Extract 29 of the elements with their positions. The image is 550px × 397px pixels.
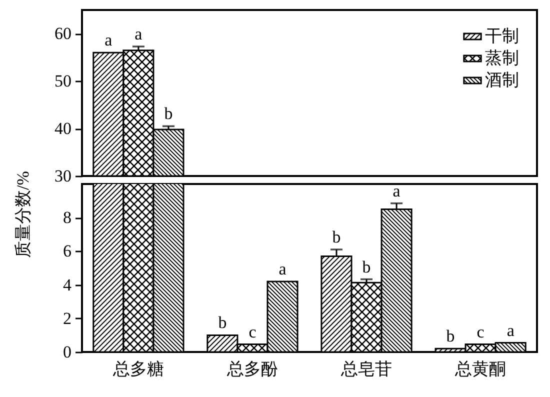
legend-label: 干制: [485, 26, 519, 46]
y-tick-label: 60: [54, 24, 72, 44]
x-tick-label: 总多糖: [112, 360, 164, 378]
y-tick-label: 30: [54, 166, 72, 186]
y-axis-title: 质量分数/%: [14, 171, 32, 258]
y-tick-label: 2: [63, 308, 72, 328]
data-label: b: [362, 257, 371, 276]
data-label: a: [104, 30, 113, 50]
data-label: b: [164, 104, 173, 124]
y-tick-label: 50: [54, 72, 72, 91]
data-label: c: [248, 322, 257, 342]
data-label: c: [476, 322, 485, 342]
legend-label: 酒制: [485, 70, 519, 90]
y-tick-label: 40: [54, 119, 72, 138]
y-tick-label: 6: [63, 242, 72, 261]
data-label: b: [332, 228, 341, 247]
data-label: a: [392, 181, 401, 200]
y-tick-label: 8: [63, 208, 72, 228]
data-label: a: [278, 259, 287, 278]
y-tick-label: 0: [63, 342, 72, 362]
x-tick-label: 总皂苷: [340, 360, 392, 378]
data-label: b: [446, 326, 455, 346]
x-tick-label: 总多酚: [226, 360, 278, 378]
y-tick-label: 4: [63, 275, 72, 294]
legend-label: 蒸制: [485, 48, 519, 68]
data-label: a: [506, 320, 515, 340]
data-label: a: [134, 24, 143, 44]
data-label: b: [218, 313, 227, 332]
x-tick-label: 总黄酮: [454, 360, 506, 378]
